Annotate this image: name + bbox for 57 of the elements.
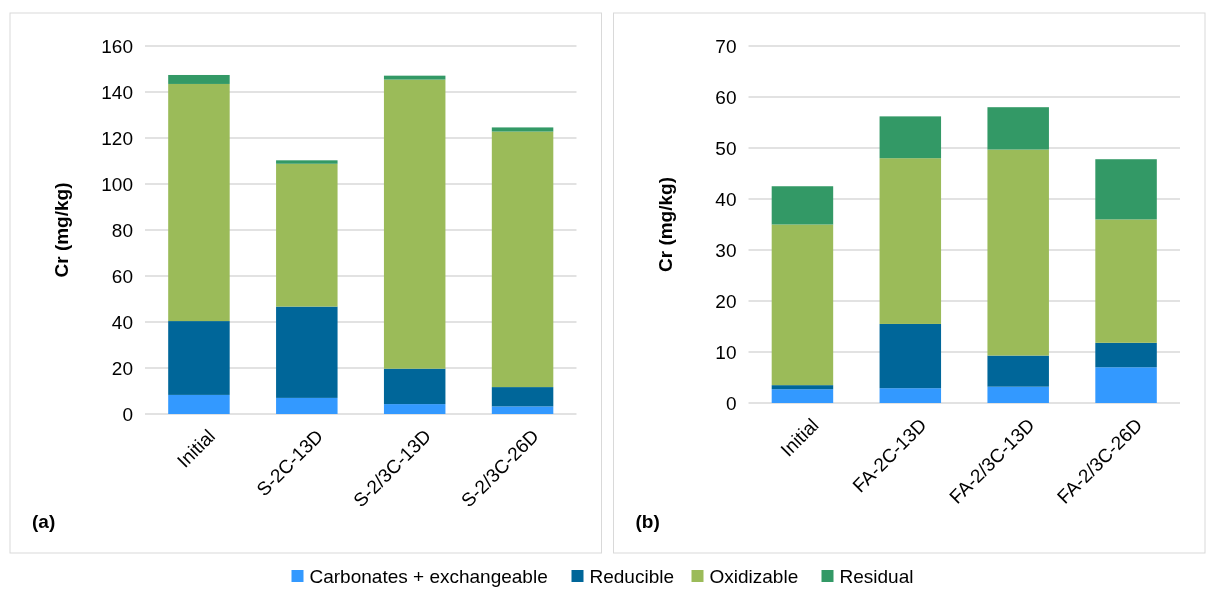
y-tick-label: 50	[715, 137, 737, 159]
bar	[771, 385, 834, 390]
bar	[491, 127, 554, 132]
y-tick-label: 70	[715, 35, 737, 57]
y-tick-label: 60	[715, 86, 737, 108]
text: (a)	[32, 511, 56, 532]
y-tick-label: 20	[111, 357, 133, 379]
y-axis-title: Cr (mg/kg)	[654, 177, 676, 272]
bar	[168, 74, 230, 84]
bar	[879, 158, 942, 324]
bar	[879, 388, 942, 403]
y-axis-title: Cr (mg/kg)	[51, 182, 72, 278]
bar	[276, 306, 338, 398]
legend-label: Oxidizable	[709, 565, 799, 587]
y-tick-label: 160	[101, 35, 133, 57]
bar	[879, 323, 942, 389]
y-tick-label: 40	[715, 188, 737, 210]
bar	[168, 394, 230, 414]
bar	[491, 387, 554, 407]
y-tick-label: 140	[101, 81, 133, 103]
bar	[168, 321, 230, 395]
bar	[771, 224, 834, 386]
bar	[1095, 219, 1157, 343]
y-tick-label: 80	[111, 219, 133, 241]
bar	[771, 389, 834, 403]
bar	[383, 75, 446, 80]
bar	[1095, 159, 1157, 220]
y-tick-label: 60	[111, 265, 133, 287]
bar	[987, 355, 1049, 387]
bar	[987, 386, 1049, 403]
bar	[383, 79, 446, 369]
bar	[383, 404, 446, 414]
legend-label: Residual	[839, 565, 914, 587]
bar	[491, 131, 554, 388]
legend-label: Reducible	[589, 565, 674, 587]
bar	[276, 397, 338, 414]
y-tick-label: 0	[725, 392, 737, 414]
bar	[168, 83, 230, 322]
bar	[879, 116, 942, 159]
legend-label: Carbonates + exchangeable	[309, 565, 548, 587]
bar	[1095, 367, 1157, 403]
bar	[276, 160, 338, 164]
bar	[987, 149, 1049, 356]
bar	[491, 406, 554, 414]
y-tick-label: 100	[101, 173, 133, 195]
bar	[276, 163, 338, 307]
y-tick-label: 40	[111, 311, 133, 333]
y-tick-label: 30	[715, 239, 737, 261]
bar	[987, 107, 1049, 150]
y-tick-label: 10	[715, 341, 737, 363]
bar	[383, 368, 446, 405]
text: (b)	[635, 511, 660, 532]
bar	[1095, 342, 1157, 368]
y-tick-label: 20	[715, 290, 737, 312]
bar	[771, 186, 834, 225]
y-tick-label: 0	[122, 403, 133, 425]
y-tick-label: 120	[101, 127, 133, 149]
